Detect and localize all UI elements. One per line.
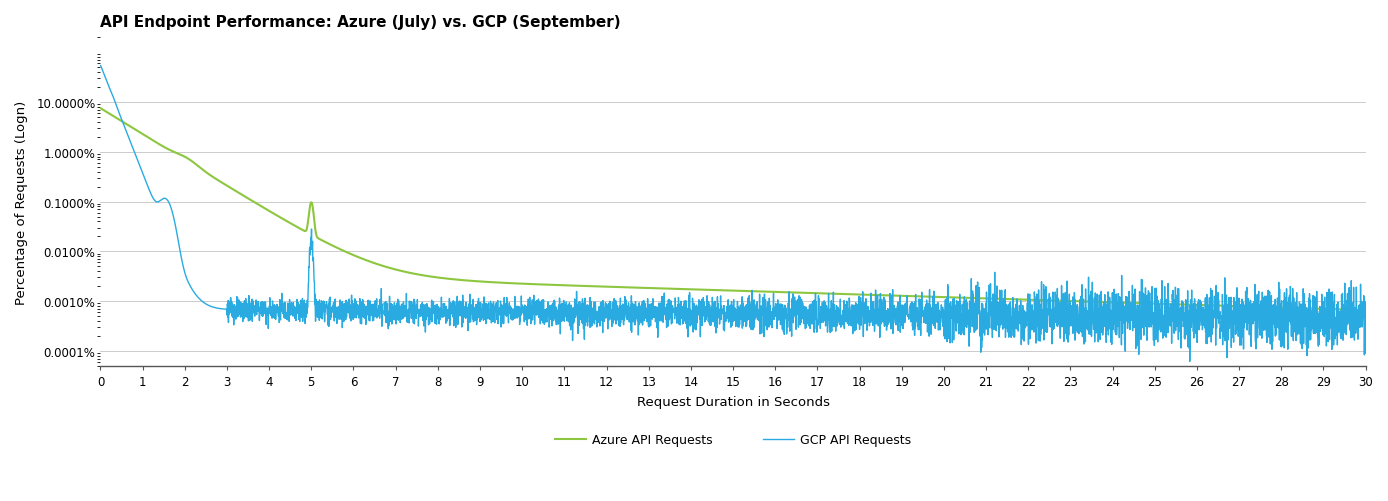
Text: API Endpoint Performance: Azure (July) vs. GCP (September): API Endpoint Performance: Azure (July) v… [100, 15, 620, 30]
GCP API Requests [659, 311, 676, 317]
GCP API Requests [386, 300, 403, 306]
Azure API Requests [93, 106, 110, 112]
Line: Azure API Requests: Azure API Requests [101, 109, 1366, 311]
GCP API Requests [1181, 359, 1198, 365]
Azure API Requests [1348, 307, 1364, 313]
GCP API Requests [400, 311, 416, 317]
Azure API Requests [659, 286, 676, 292]
Azure API Requests [569, 283, 586, 289]
GCP API Requests [1357, 326, 1374, 332]
GCP API Requests [93, 64, 110, 70]
Y-axis label: Percentage of Requests (Logn): Percentage of Requests (Logn) [15, 100, 28, 304]
Azure API Requests [1357, 308, 1374, 314]
Line: GCP API Requests: GCP API Requests [101, 67, 1366, 362]
Azure API Requests [386, 267, 403, 273]
GCP API Requests [1348, 331, 1364, 337]
Azure API Requests [400, 270, 416, 276]
GCP API Requests [393, 316, 409, 322]
X-axis label: Request Duration in Seconds: Request Duration in Seconds [637, 395, 830, 408]
GCP API Requests [569, 302, 586, 308]
Azure API Requests [393, 269, 409, 275]
Legend: Azure API Requests, GCP API Requests: Azure API Requests, GCP API Requests [550, 428, 916, 451]
